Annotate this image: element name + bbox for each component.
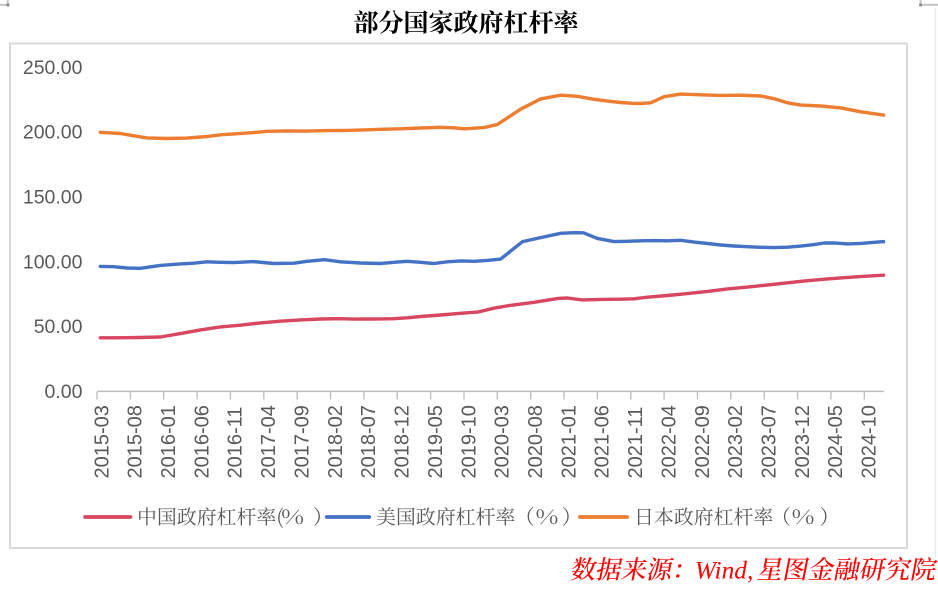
svg-text:2023-07: 2023-07: [759, 405, 781, 478]
svg-text:50.00: 50.00: [34, 316, 83, 338]
svg-text:2023-12: 2023-12: [792, 405, 814, 478]
svg-text:100.00: 100.00: [23, 251, 83, 273]
svg-text:2019-05: 2019-05: [425, 405, 447, 478]
svg-text:2024-10: 2024-10: [859, 405, 881, 478]
svg-text:2016-11: 2016-11: [225, 407, 247, 479]
svg-text:2018-02: 2018-02: [325, 405, 347, 478]
svg-text:2015-03: 2015-03: [91, 405, 113, 478]
svg-text:2016-06: 2016-06: [191, 405, 213, 478]
svg-text:2021-01: 2021-01: [558, 405, 580, 478]
svg-text:2018-12: 2018-12: [392, 405, 414, 478]
svg-text:2022-09: 2022-09: [692, 405, 714, 478]
svg-text:0.00: 0.00: [45, 381, 83, 403]
svg-text:2015-08: 2015-08: [125, 405, 147, 478]
svg-text:2022-04: 2022-04: [658, 405, 680, 478]
svg-text:2021-06: 2021-06: [592, 405, 614, 478]
svg-text:250.00: 250.00: [23, 57, 83, 79]
svg-text:2019-10: 2019-10: [458, 405, 480, 478]
svg-text:Wind,: Wind,: [695, 557, 754, 585]
svg-text:150.00: 150.00: [23, 187, 83, 209]
svg-text:2020-08: 2020-08: [525, 405, 547, 478]
svg-text:2023-02: 2023-02: [725, 405, 747, 478]
svg-text:2017-04: 2017-04: [258, 405, 280, 478]
svg-text:200.00: 200.00: [23, 122, 83, 144]
svg-text:2020-03: 2020-03: [492, 405, 514, 478]
svg-text:2017-09: 2017-09: [292, 405, 314, 478]
svg-text:2016-01: 2016-01: [158, 405, 180, 478]
svg-text:2021-11: 2021-11: [625, 407, 647, 479]
svg-text:2018-07: 2018-07: [358, 405, 380, 478]
svg-text:2024-05: 2024-05: [825, 405, 847, 478]
